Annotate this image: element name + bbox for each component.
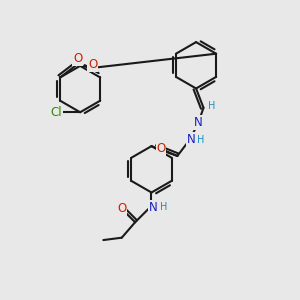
Text: O: O (156, 142, 166, 155)
Text: O: O (117, 202, 126, 215)
Text: N: N (187, 133, 196, 146)
Text: O: O (73, 52, 82, 65)
Text: H: H (208, 101, 215, 111)
Text: H: H (160, 202, 167, 212)
Text: Cl: Cl (51, 106, 62, 119)
Text: N: N (149, 201, 158, 214)
Text: N: N (194, 116, 203, 129)
Text: H: H (197, 135, 205, 145)
Text: O: O (88, 58, 98, 71)
